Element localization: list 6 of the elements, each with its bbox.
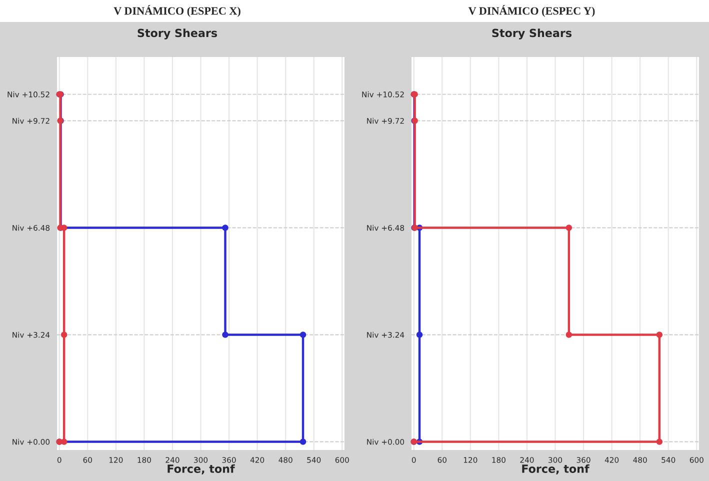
chart-subtitle: Story Shears [492,28,572,40]
x-axis-title: Force, tonf [522,464,590,474]
x-axis-title: Force, tonf [168,464,235,474]
chart-title: V DINÁMICO (ESPEC X) [114,5,240,17]
chart-title: V DINÁMICO (ESPEC Y) [468,5,595,17]
chart-subtitle: Story Shears [138,28,218,40]
